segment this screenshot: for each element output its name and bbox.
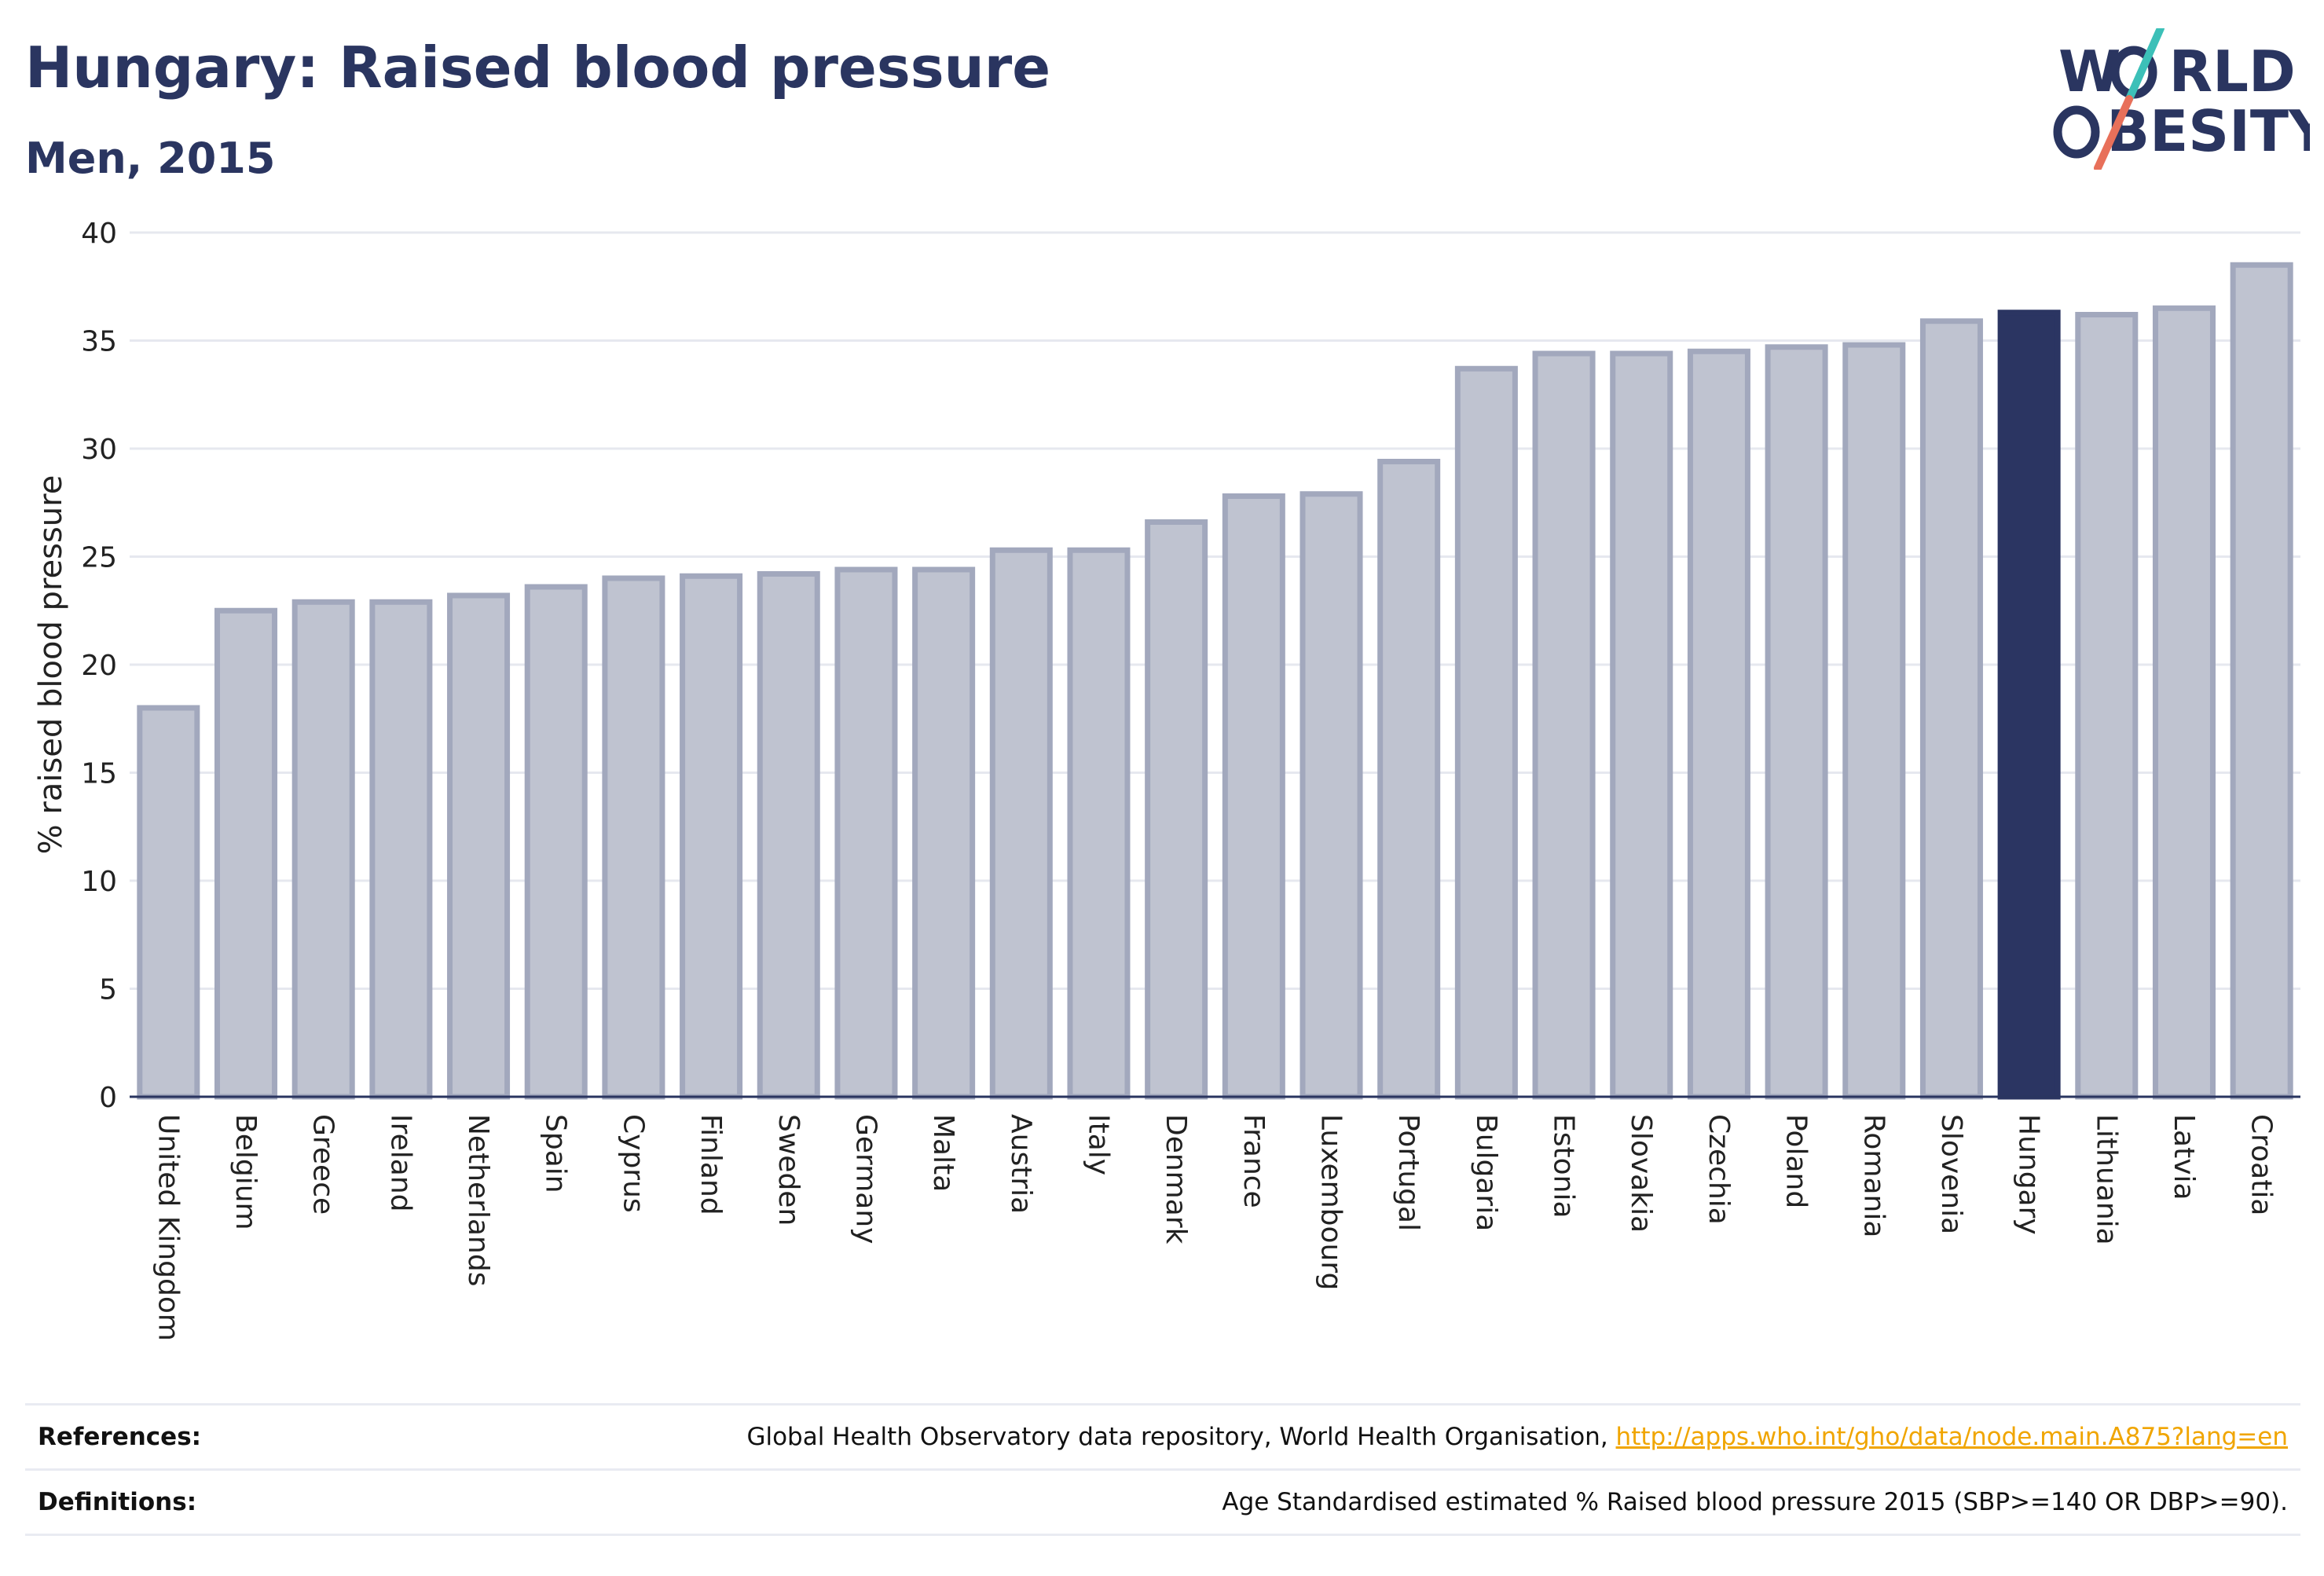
bar-malta[interactable] [912,566,976,1100]
x-tick-label: Slovakia [1625,1114,1657,1233]
bar-finland[interactable] [680,573,743,1100]
x-tick-label: France [1237,1114,1270,1208]
bar-greece[interactable] [291,599,355,1100]
x-tick-label: Cyprus [617,1114,649,1213]
x-axis-ticks: United Kingdom Belgium Greece Ireland Nether… [152,1114,2277,1341]
y-tick-label: 5 [99,974,117,1006]
bar-united-kingdom[interactable] [137,705,200,1100]
chart-subtitle: Men, 2015 [25,134,276,183]
bar-chart: 0 5 10 15 20 25 30 35 40 United Kingdom Belgium Gr… [33,218,2300,1341]
y-tick-label: 10 [81,866,117,898]
bars [137,262,2293,1100]
chart-title: Hungary: Raised blood pressure [25,35,1051,101]
x-tick-label: Romania [1857,1114,1890,1237]
bar-ireland[interactable] [369,599,433,1100]
bar-denmark[interactable] [1145,519,1208,1100]
bar-spain[interactable] [524,584,588,1100]
bar-estonia[interactable] [1532,350,1596,1100]
footer: References: Global Health Observatory da… [25,1403,2300,1536]
y-tick-label: 30 [81,434,117,466]
x-tick-label: Czechia [1703,1114,1735,1225]
references-row: References: Global Health Observatory da… [25,1403,2300,1468]
bar-bulgaria[interactable] [1454,365,1518,1100]
x-tick-label: Malta [927,1114,959,1192]
bar-slovenia[interactable] [1919,318,1983,1100]
logo-slash-teal [2125,28,2165,103]
bar-belgium[interactable] [214,607,278,1100]
bar-lithuania[interactable] [2075,312,2139,1100]
y-axis-ticks: 0 5 10 15 20 25 30 35 40 [81,218,117,1114]
bar-netherlands[interactable] [447,592,511,1100]
x-tick-label: Italy [1082,1114,1114,1175]
bar-germany[interactable] [834,566,898,1100]
x-tick-label: Germany [849,1114,882,1244]
x-tick-label: Finland [695,1114,727,1215]
x-tick-label: Netherlands [462,1114,494,1286]
bar-poland[interactable] [1765,344,1828,1100]
references-label: References: [38,1423,202,1451]
y-tick-label: 25 [81,542,117,574]
references-text: Global Health Observatory data repositor… [746,1423,1616,1451]
x-tick-label: Bulgaria [1470,1114,1502,1231]
world-obesity-logo: WORLD OBESITY [2053,28,2310,170]
bar-romania[interactable] [1842,342,1906,1100]
x-tick-label: Denmark [1160,1114,1192,1244]
logo-o-bottom [2053,105,2100,159]
bar-luxembourg[interactable] [1299,491,1363,1100]
x-tick-label: Austria [1005,1114,1037,1214]
bar-czechia[interactable] [1687,348,1750,1100]
bar-italy[interactable] [1067,547,1131,1100]
x-tick-label: Poland [1780,1114,1813,1208]
bar-cyprus[interactable] [602,575,665,1100]
x-tick-label: Latvia [2168,1114,2200,1200]
y-tick-label: 0 [99,1082,117,1114]
x-tick-label: Belgium [229,1114,262,1230]
x-tick-label: Ireland [384,1114,416,1212]
x-tick-label: Estonia [1548,1114,1580,1219]
x-tick-label: Slovenia [1935,1114,1967,1234]
x-tick-label: Greece [307,1114,339,1215]
bar-croatia[interactable] [2230,262,2293,1100]
bar-latvia[interactable] [2152,305,2216,1100]
x-tick-label: Luxembourg [1315,1114,1347,1290]
y-tick-label: 15 [81,758,117,790]
x-tick-label: Hungary [2013,1114,2045,1235]
x-tick-label: United Kingdom [152,1114,184,1341]
bar-portugal[interactable] [1377,459,1441,1100]
bar-sweden[interactable] [757,571,820,1100]
bar-slovakia[interactable] [1610,350,1673,1100]
bar-hungary[interactable] [1997,310,2061,1100]
x-tick-label: Sweden [772,1114,805,1226]
logo-slash-coral [2094,95,2133,170]
logo-line1: WORLD [2058,38,2296,104]
y-tick-label: 35 [81,326,117,358]
x-tick-label: Croatia [2245,1114,2278,1215]
y-tick-label: 40 [81,218,117,250]
x-tick-label: Spain [540,1114,572,1193]
references-link[interactable]: http://apps.who.int/gho/data/node.main.A… [1615,1423,2288,1451]
definitions-value: Age Standardised estimated % Raised bloo… [1222,1488,2288,1516]
definitions-row: Definitions: Age Standardised estimated … [25,1468,2300,1536]
y-tick-label: 20 [81,650,117,682]
x-tick-label: Portugal [1392,1114,1424,1231]
bar-france[interactable] [1222,493,1285,1100]
bar-austria[interactable] [989,547,1053,1100]
definitions-label: Definitions: [38,1488,197,1516]
x-tick-label: Lithuania [2090,1114,2122,1245]
y-axis-label: % raised blood pressure [33,475,69,855]
references-value: Global Health Observatory data repositor… [746,1423,2288,1451]
